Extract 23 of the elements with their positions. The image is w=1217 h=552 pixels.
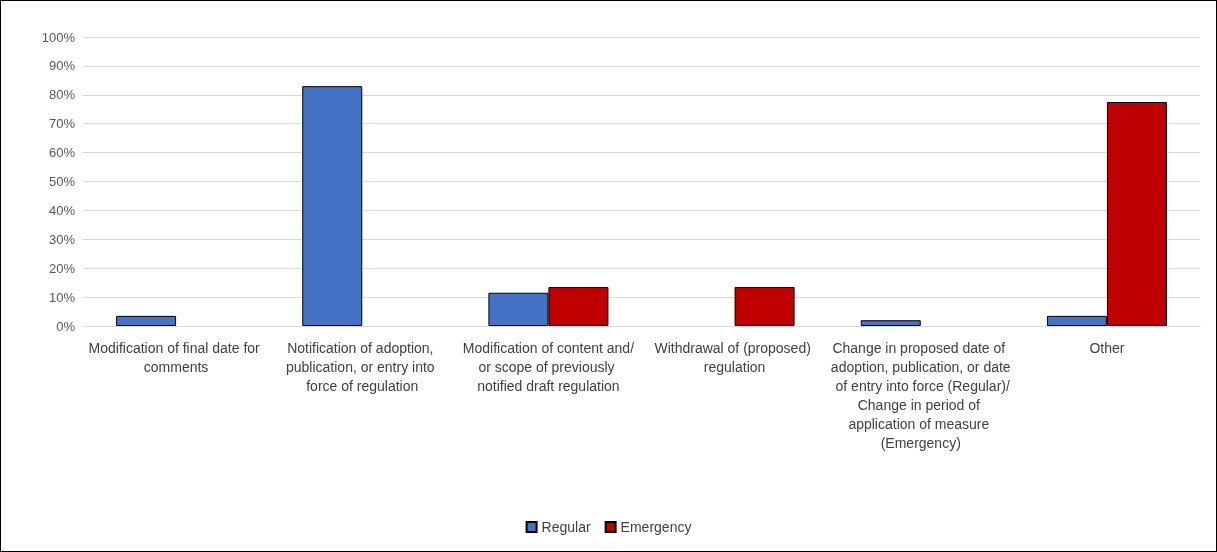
y-tick-label: 0%: [56, 318, 76, 334]
x-tick-label: Change in proposed date of adoption, publication, or date of entry into force (Regular)/Change in period of application of measure (Emergency): [830, 339, 1011, 451]
y-tick-label: 60%: [48, 145, 76, 161]
x-tick-label: Notification of adoption, publication, or entry into force of regulation: [285, 339, 439, 394]
x-tick-label: Withdrawal of (proposed) regulation: [654, 339, 815, 375]
bar: [116, 315, 177, 326]
bar: [734, 286, 795, 326]
legend-label: Regular: [541, 519, 591, 535]
y-tick-label: 90%: [48, 58, 76, 74]
y-tick-label: 10%: [48, 289, 76, 305]
y-tick-label: 80%: [48, 87, 76, 103]
x-tick-label: Modification of content and/or scope of previously notified draft regulation: [462, 339, 635, 394]
bar: [302, 86, 363, 326]
y-tick-label: 20%: [48, 260, 76, 276]
legend-label: Emergency: [620, 519, 692, 535]
bar: [860, 320, 921, 326]
x-tick-label: Modification of final date for comments: [88, 339, 264, 375]
y-tick-label: 100%: [41, 29, 76, 45]
y-tick-label: 40%: [48, 202, 76, 218]
y-tick-label: 50%: [48, 174, 76, 189]
y-tick-label: 70%: [48, 116, 76, 132]
x-tick-label: Other: [1089, 339, 1125, 356]
y-tick-label: 30%: [48, 231, 76, 247]
